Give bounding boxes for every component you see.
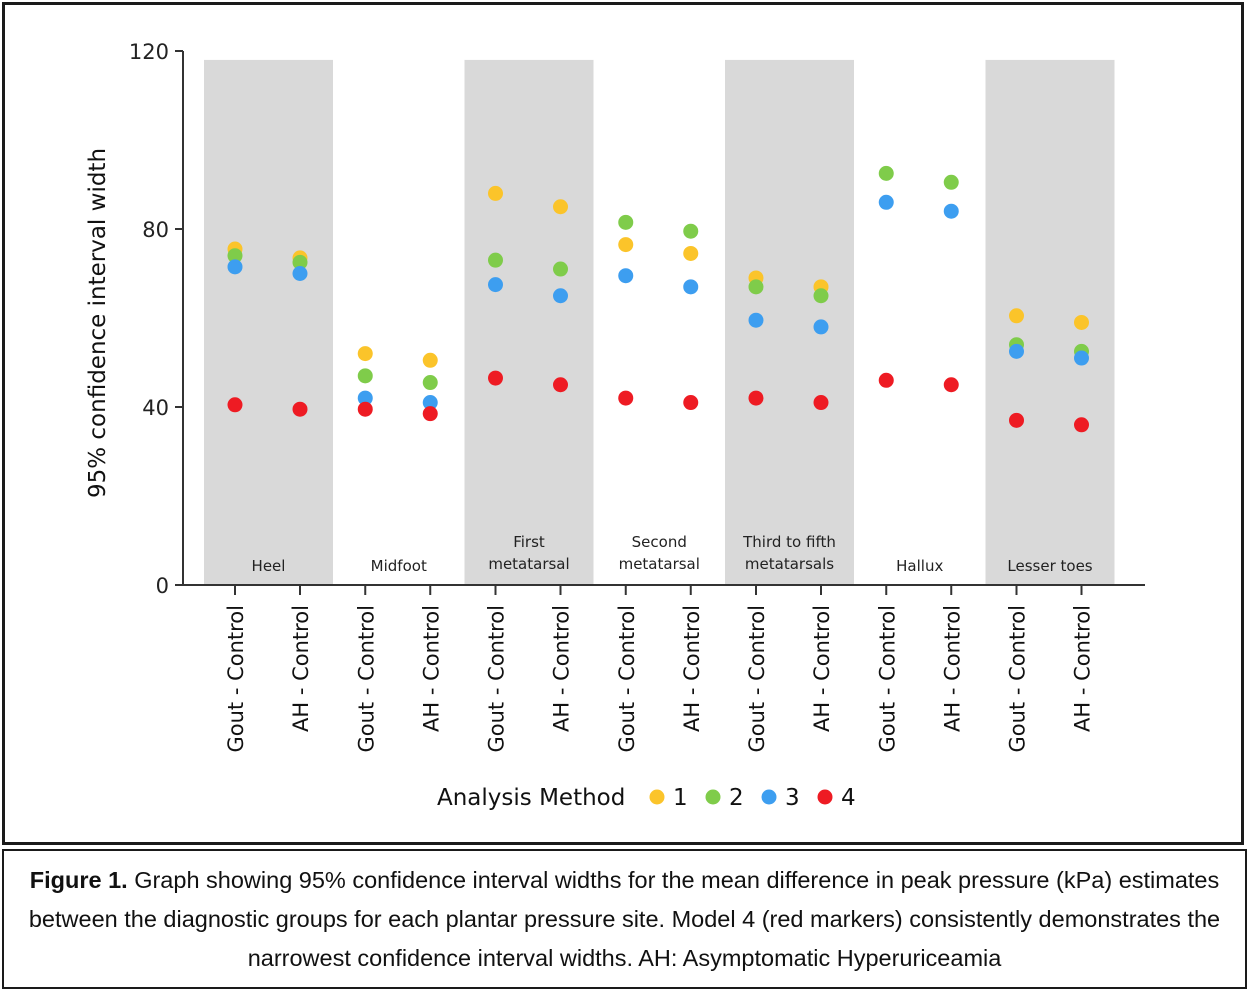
data-point-series-4	[422, 406, 438, 422]
x-tick-label: Gout - Control	[875, 605, 899, 753]
y-tick-label: 120	[129, 40, 169, 64]
data-point-series-3	[553, 288, 568, 304]
x-tick-label: AH - Control	[419, 605, 443, 732]
data-point-series-4	[553, 377, 568, 393]
data-point-series-3	[422, 395, 438, 411]
y-axis-title: 95% confidence interval width	[85, 148, 111, 498]
data-point-series-4	[748, 390, 764, 406]
data-point-series-1	[357, 346, 373, 362]
data-point-series-2	[878, 165, 894, 181]
x-tick-label: Gout - Control	[354, 605, 378, 753]
group-band	[204, 59, 333, 585]
data-point-series-2	[422, 375, 438, 391]
scatter-chart: Heel Midfoot First metatarsal Second metatars…	[85, 40, 1145, 811]
data-point-series-4	[943, 377, 959, 393]
data-point-series-2	[227, 248, 243, 264]
legend-marker-4	[817, 789, 833, 805]
data-point-series-2	[292, 254, 308, 270]
group-label: First	[513, 533, 545, 551]
legend-title: Analysis Method	[437, 785, 625, 811]
group-label: Lesser toes	[1007, 557, 1092, 575]
data-point-series-2	[943, 174, 959, 190]
x-tick-label: AH - Control	[810, 605, 834, 732]
data-point-series-3	[878, 194, 894, 210]
group-label: Midfoot	[371, 557, 427, 575]
data-point-series-4	[357, 401, 373, 417]
x-tick-label: AH - Control	[550, 605, 574, 732]
chart-panel: Heel Midfoot First metatarsal Second metatars…	[2, 2, 1244, 845]
group-label: metatarsal	[619, 555, 700, 573]
data-point-series-2	[683, 223, 699, 239]
x-tick-label: Gout - Control	[615, 605, 639, 753]
data-point-series-2	[618, 214, 634, 230]
legend-label-2: 2	[729, 785, 744, 811]
data-point-series-3	[683, 279, 699, 295]
group-label: Hallux	[896, 557, 943, 575]
y-tick-label: 0	[156, 574, 169, 598]
data-point-series-1	[683, 245, 699, 261]
data-point-series-3	[357, 390, 373, 406]
caption-panel: Figure 1. Graph showing 95% confidence i…	[2, 849, 1247, 989]
data-point-series-4	[618, 390, 634, 406]
data-point-series-3	[748, 312, 764, 328]
group-label: Heel	[252, 557, 286, 575]
x-tick-label: Gout - Control	[745, 605, 769, 753]
group-band	[464, 59, 594, 585]
data-point-series-3	[227, 259, 243, 275]
x-tick-label: Gout - Control	[224, 605, 248, 753]
data-point-series-2	[748, 279, 764, 295]
data-point-series-2	[813, 288, 829, 304]
data-point-series-2	[553, 261, 568, 277]
group-label: Third to fifth	[742, 533, 836, 551]
x-tick-label: AH - Control	[940, 605, 964, 732]
legend-marker-2	[705, 789, 721, 805]
data-point-series-3	[488, 277, 503, 293]
data-point-series-4	[488, 370, 503, 386]
data-point-series-2	[357, 368, 373, 384]
legend-label-3: 3	[785, 785, 800, 811]
x-tick-label: AH - Control	[680, 605, 704, 732]
data-point-series-3	[618, 268, 634, 284]
data-point-series-1	[553, 199, 568, 215]
data-point-series-1	[1074, 314, 1089, 330]
caption-label: Figure 1.	[29, 866, 128, 893]
group-label: metatarsal	[488, 555, 569, 573]
data-point-series-4	[878, 372, 894, 388]
caption-text: Graph showing 95% confidence interval wi…	[28, 866, 1221, 971]
y-tick-label: 40	[142, 396, 169, 420]
x-tick-label: Gout - Control	[485, 605, 509, 753]
legend-label-4: 4	[841, 785, 856, 811]
data-point-series-2	[488, 252, 503, 268]
data-point-series-1	[422, 352, 438, 368]
x-tick-label: Gout - Control	[1006, 605, 1030, 753]
data-point-series-4	[1074, 417, 1089, 433]
data-point-series-3	[1009, 343, 1024, 359]
data-point-series-1	[488, 185, 503, 201]
data-point-series-1	[1009, 308, 1024, 324]
data-point-series-4	[1009, 412, 1024, 428]
x-tick-label: AH - Control	[289, 605, 313, 732]
legend-marker-3	[761, 789, 777, 805]
data-point-series-4	[227, 397, 243, 413]
data-point-series-4	[292, 401, 308, 417]
group-label: Second	[632, 533, 687, 551]
figure-caption: Figure 1. Graph showing 95% confidence i…	[18, 861, 1231, 978]
group-label: metatarsals	[745, 555, 834, 573]
data-point-series-4	[683, 395, 699, 411]
legend-label-1: 1	[673, 785, 688, 811]
group-band	[725, 59, 854, 585]
group-band	[985, 59, 1115, 585]
y-tick-label: 80	[142, 218, 169, 242]
legend-marker-1	[649, 789, 665, 805]
data-point-series-4	[813, 395, 829, 411]
x-tick-label: AH - Control	[1071, 605, 1095, 732]
data-point-series-3	[813, 319, 829, 335]
data-point-series-1	[618, 237, 634, 253]
data-point-series-3	[1074, 350, 1089, 366]
data-point-series-3	[292, 266, 308, 281]
data-point-series-3	[943, 203, 959, 219]
